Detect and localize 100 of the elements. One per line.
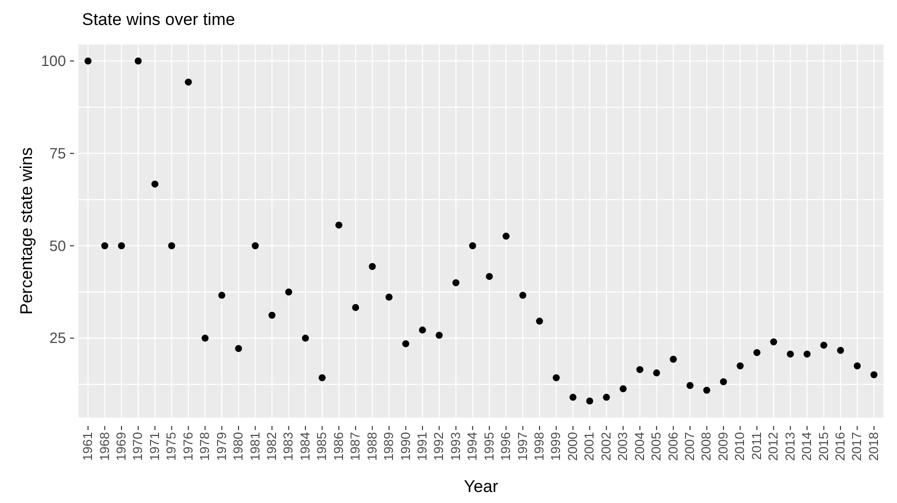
x-tick-label: 1976 [180, 432, 196, 461]
x-tick-label: 2016 [832, 432, 848, 461]
point [586, 398, 594, 404]
x-tick-label: 2012 [766, 432, 781, 461]
point [218, 292, 226, 299]
x-tick-label: 1983 [280, 432, 296, 461]
point [804, 350, 811, 358]
chart-title: State wins over time [82, 10, 236, 30]
x-tick-label: 1981 [247, 432, 262, 461]
x-tick-label: 2009 [715, 432, 730, 461]
point [686, 382, 694, 389]
x-tick-label: 1968 [96, 432, 112, 461]
point [436, 332, 443, 339]
point [368, 262, 376, 270]
point [837, 346, 844, 354]
x-tick-label: 1990 [398, 432, 413, 461]
x-tick-label: 1978 [197, 432, 212, 461]
x-tick-label: 2015 [816, 432, 831, 461]
x-tick-label: 2007 [682, 432, 698, 461]
x-tick-label: 1996 [498, 432, 514, 461]
point [653, 369, 660, 376]
point [134, 58, 142, 64]
point [335, 222, 342, 229]
point [101, 242, 108, 250]
x-tick-label: 2018 [866, 432, 881, 461]
point [703, 386, 710, 394]
x-tick-label: 1995 [481, 432, 496, 461]
x-tick-label: 2014 [799, 432, 814, 461]
point [252, 242, 259, 250]
point [184, 78, 192, 86]
point [268, 312, 276, 319]
x-tick-label: 1988 [364, 432, 380, 461]
point [536, 318, 544, 325]
x-tick-label: 1984 [297, 432, 312, 461]
x-tick-label: 1970 [130, 432, 146, 461]
point [84, 58, 92, 64]
x-tick-label: 1997 [514, 432, 530, 461]
point [753, 349, 760, 356]
point [302, 334, 309, 342]
point [870, 371, 878, 378]
point [736, 362, 744, 370]
point [486, 272, 493, 280]
x-tick-label: 2011 [748, 432, 764, 460]
x-tick-label: 2000 [564, 432, 580, 461]
point [519, 292, 526, 299]
point [636, 366, 644, 374]
x-tick-label: 2004 [632, 432, 647, 461]
point [386, 294, 393, 301]
x-tick-label: 1961 [80, 432, 96, 461]
x-axis-title: Year [464, 477, 499, 496]
point [569, 394, 576, 401]
point [786, 350, 794, 358]
point [118, 242, 125, 250]
point [202, 334, 209, 342]
x-tick-label: 2001 [582, 432, 597, 461]
point [151, 180, 158, 188]
point [452, 279, 460, 286]
x-tick-label: 2002 [598, 432, 614, 461]
y-tick-label: 75 [49, 145, 66, 162]
x-tick-label: 1998 [532, 432, 547, 461]
point [720, 378, 727, 386]
y-tick-label: 50 [49, 238, 66, 255]
x-tick-label: 2017 [849, 432, 864, 461]
point [418, 326, 426, 334]
x-tick-label: 1969 [113, 432, 128, 461]
x-tick-label: 1975 [164, 432, 179, 461]
x-tick-label: 1994 [464, 432, 480, 461]
point [402, 340, 410, 348]
y-tick-label: 100 [40, 53, 66, 70]
x-tick-label: 1993 [448, 432, 463, 461]
x-tick-label: 1979 [214, 432, 229, 461]
x-tick-label: 1992 [431, 432, 446, 461]
x-tick-label: 1982 [264, 432, 279, 461]
point [352, 304, 360, 311]
x-tick-label: 1991 [414, 432, 430, 461]
x-tick-label: 2006 [665, 432, 680, 461]
point [670, 356, 677, 363]
point [552, 374, 560, 382]
point [235, 345, 242, 352]
point [620, 385, 627, 392]
x-tick-label: 2010 [732, 432, 748, 461]
x-tick-label: 1987 [348, 432, 363, 461]
point [502, 232, 510, 240]
x-tick-label: 2005 [648, 432, 664, 461]
x-tick-label: 2003 [615, 432, 630, 461]
point [318, 374, 326, 382]
point [854, 362, 861, 370]
point [285, 288, 292, 296]
x-tick-label: 1985 [314, 432, 330, 461]
point [820, 342, 828, 349]
x-tick-label: 1999 [548, 432, 564, 461]
x-tick-label: 1986 [330, 432, 346, 461]
point [602, 394, 610, 401]
x-tick-label: 1971 [146, 432, 162, 461]
x-tick-label: 1989 [381, 432, 396, 461]
y-axis-title: Percentage state wins [17, 147, 36, 315]
x-tick-label: 2013 [782, 432, 798, 461]
point [770, 338, 778, 346]
x-tick-label: 1980 [230, 432, 246, 461]
point [168, 242, 176, 250]
